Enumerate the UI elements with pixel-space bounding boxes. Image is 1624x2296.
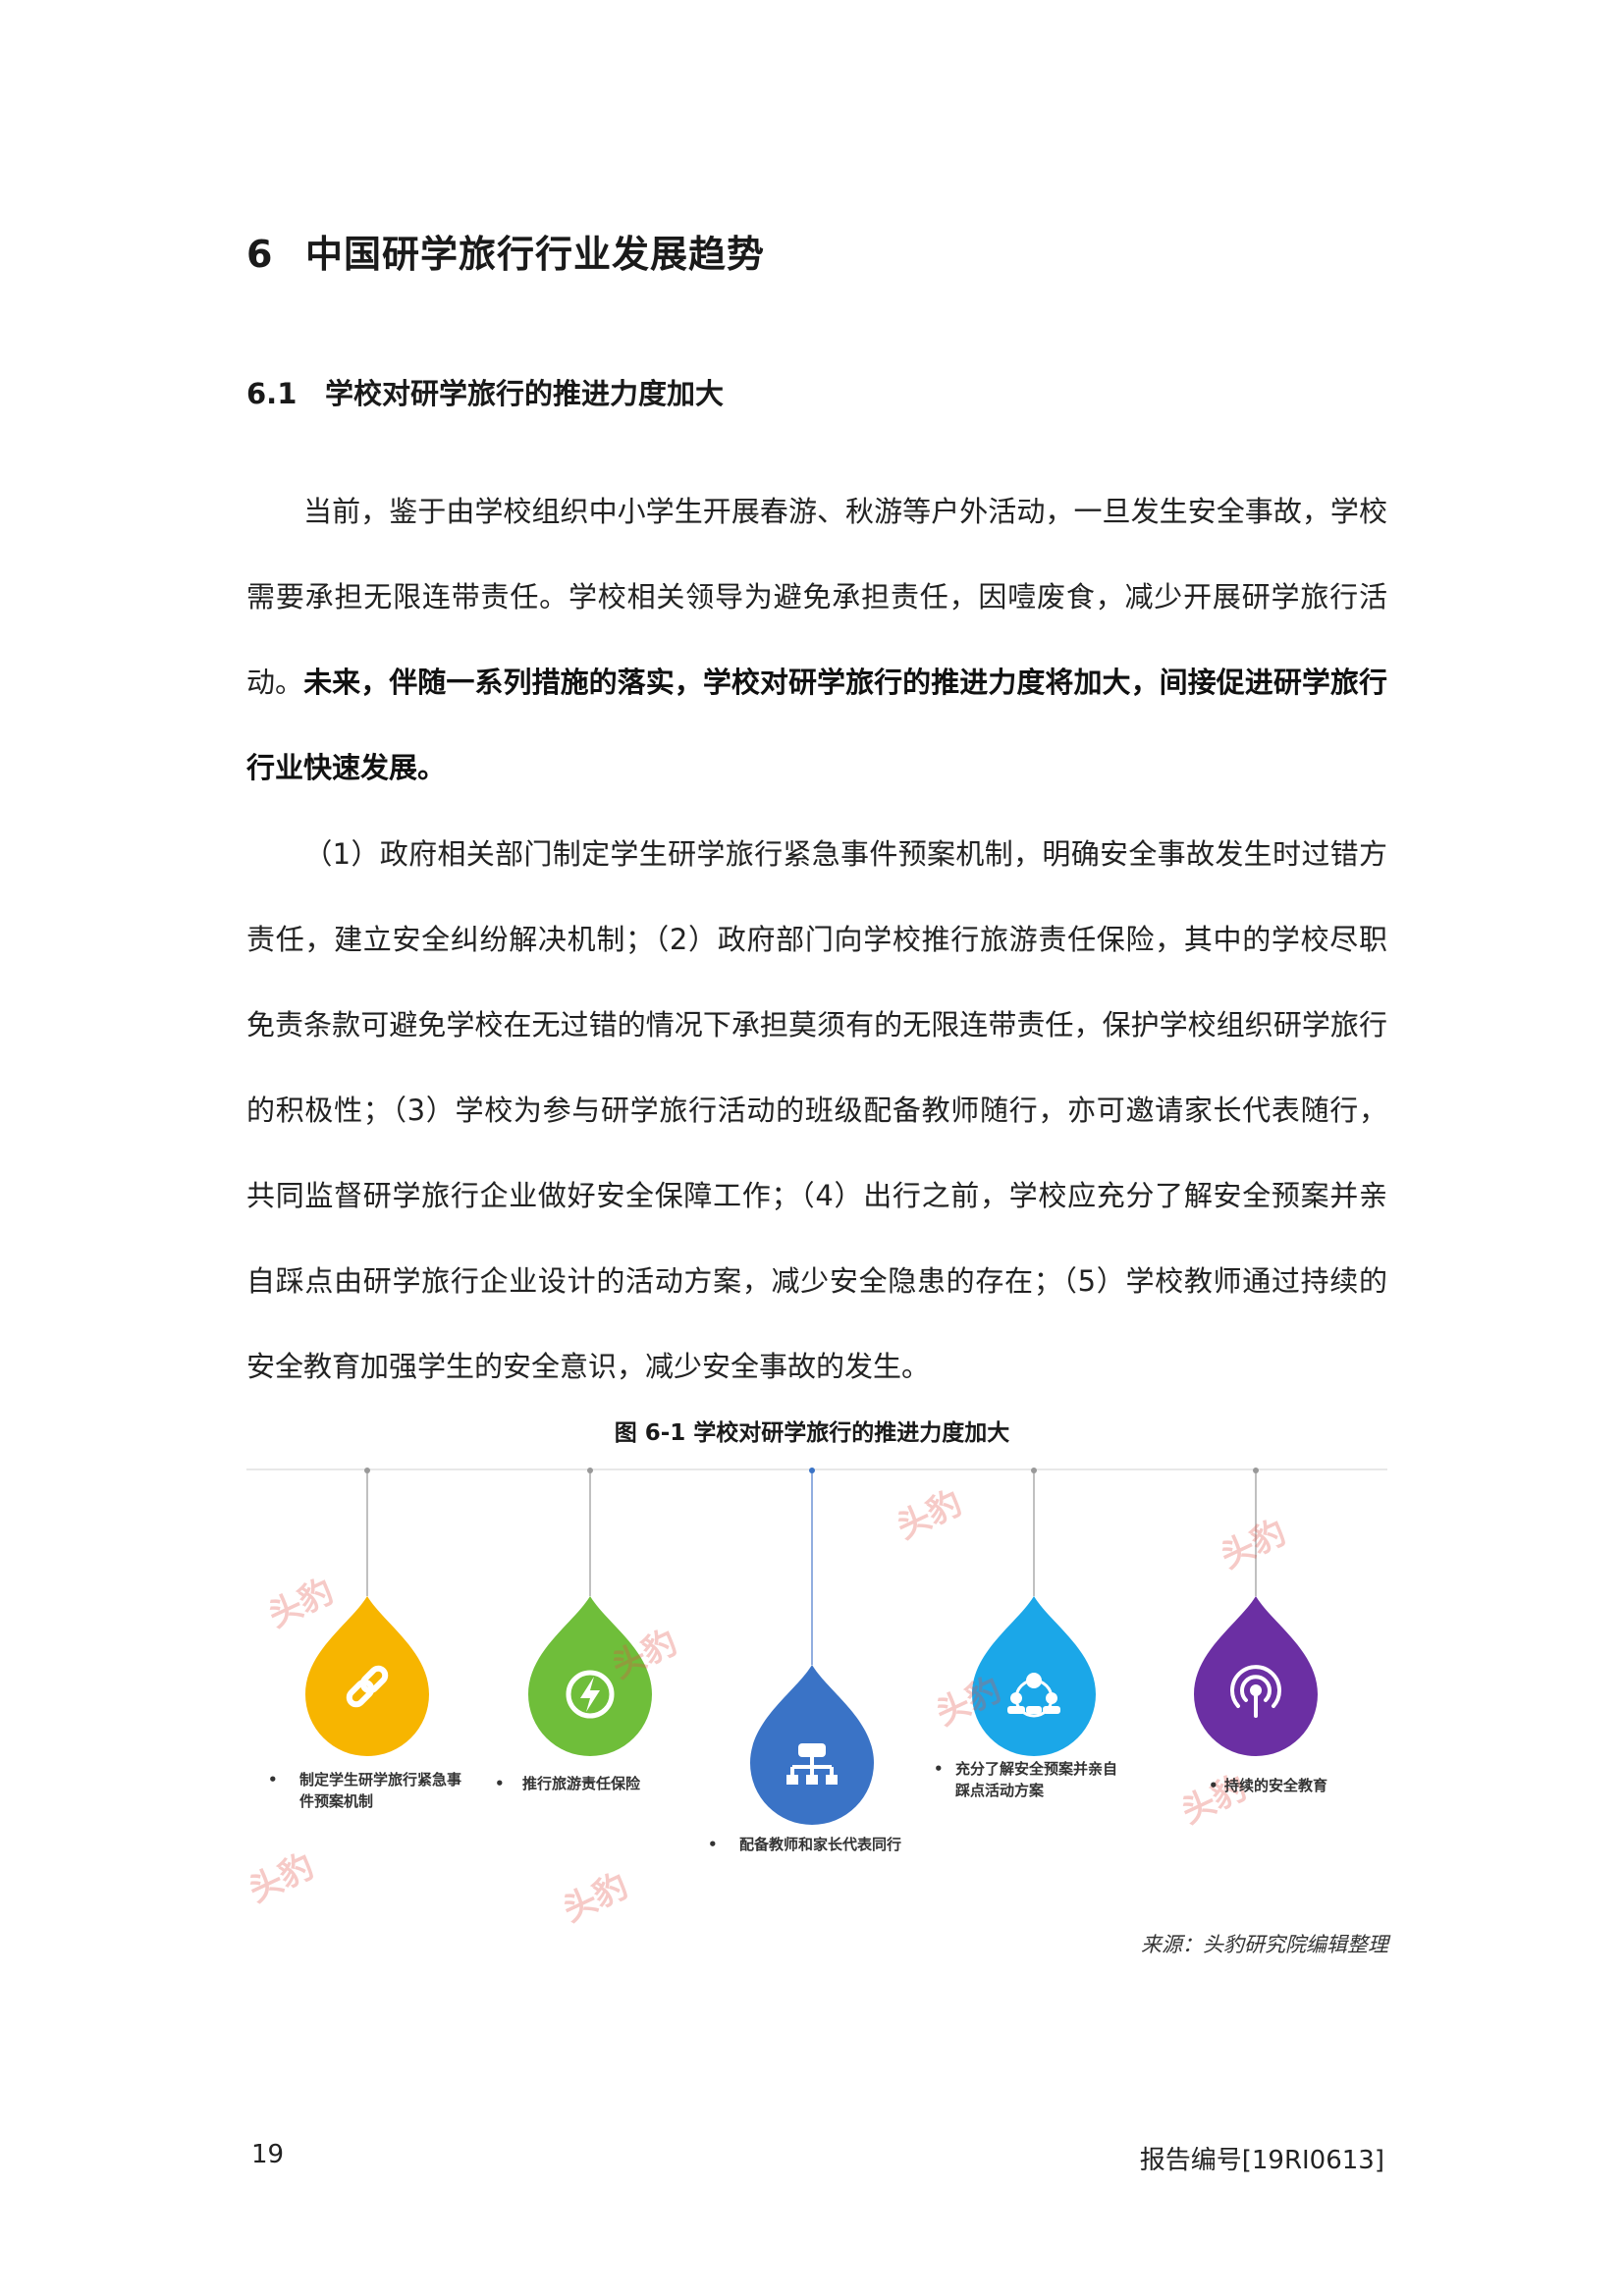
link-icon — [346, 1665, 389, 1708]
paragraph-2: （1）政府相关部门制定学生研学旅行紧急事件预案机制，明确安全事故发生时过错方责任… — [246, 812, 1387, 1410]
hanging-pin-3 — [809, 1468, 815, 1473]
figure-label-1: • 制定学生研学旅行紧急事 件预案机制 — [268, 1769, 461, 1812]
drop-1 — [305, 1596, 429, 1756]
figure-label-4: • 充分了解安全预案并亲自 踩点活动方案 — [934, 1758, 1117, 1801]
label-bullet: • — [495, 1775, 505, 1792]
figure-label-3: • 配备教师和家长代表同行 — [708, 1834, 901, 1855]
label-bullet: • — [1209, 1777, 1218, 1794]
section-title: 学校对研学旅行的推进力度加大 — [325, 377, 725, 410]
chapter-title: 中国研学旅行行业发展趋势 — [305, 233, 766, 276]
section-heading: 6.1 学校对研学旅行的推进力度加大 — [246, 371, 724, 412]
label-5-line-1: 持续的安全教育 — [1224, 1777, 1328, 1794]
figure-label-5: • 持续的安全教育 — [1209, 1775, 1327, 1796]
label-2-line-1: 推行旅游责任保险 — [522, 1775, 641, 1792]
lightning-icon — [566, 1670, 615, 1719]
figure-label-2: • 推行旅游责任保险 — [495, 1773, 640, 1794]
paragraph-1: 当前，鉴于由学校组织中小学生开展春游、秋游等户外活动，一旦发生安全事故，学校需要… — [246, 469, 1387, 811]
drop-5 — [1194, 1596, 1318, 1756]
figure-6-1: 头豹 头豹 头豹 头豹 头豹 头豹 头豹 头豹 • 制定学生研学旅行紧急事 件预案… — [243, 1459, 1387, 1930]
drop-4 — [972, 1596, 1096, 1756]
drop-2 — [528, 1596, 652, 1756]
label-bullet: • — [934, 1760, 944, 1778]
figure-title: 图 6-1 学校对研学旅行的推进力度加大 — [614, 1420, 1010, 1446]
label-1-line-2: 件预案机制 — [299, 1792, 374, 1810]
label-4-line-1: 充分了解安全预案并亲自 — [955, 1760, 1118, 1778]
label-4-line-2: 踩点活动方案 — [955, 1782, 1045, 1799]
figure-top-rule — [246, 1468, 1387, 1470]
broadcast-icon — [1230, 1665, 1281, 1718]
report-code: 报告编号[19RI0613] — [1139, 2146, 1384, 2175]
hanging-pin-5 — [1253, 1468, 1259, 1473]
figure-graphic — [305, 1468, 1318, 1825]
paragraph-1-bold-text: 未来，伴随一系列措施的落实，学校对研学旅行的推进力度将加大，间接促进研学旅行行业… — [246, 666, 1387, 784]
page-number: 19 — [251, 2140, 285, 2169]
hanging-pin-1 — [364, 1468, 370, 1473]
hanging-pin-2 — [587, 1468, 593, 1473]
paragraph-1-text: 当前，鉴于由学校组织中小学生开展春游、秋游等户外活动，一旦发生安全事故，学校需要… — [246, 495, 1387, 699]
hanging-pin-4 — [1031, 1468, 1037, 1473]
chapter-heading: 6 中国研学旅行行业发展趋势 — [246, 224, 765, 278]
drop-3 — [750, 1665, 874, 1825]
chapter-number: 6 — [246, 233, 274, 276]
label-bullet: • — [708, 1836, 718, 1853]
label-bullet: • — [268, 1771, 278, 1789]
network-icon — [786, 1743, 838, 1785]
label-1-line-1: 制定学生研学旅行紧急事 — [299, 1771, 462, 1789]
people-icon — [1007, 1673, 1060, 1718]
paragraph-2-text: （1）政府相关部门制定学生研学旅行紧急事件预案机制，明确安全事故发生时过错方责任… — [246, 837, 1387, 1383]
figure-source: 来源：头豹研究院编辑整理 — [1141, 1933, 1388, 1956]
section-number: 6.1 — [246, 377, 298, 410]
label-3-line-1: 配备教师和家长代表同行 — [739, 1836, 902, 1853]
